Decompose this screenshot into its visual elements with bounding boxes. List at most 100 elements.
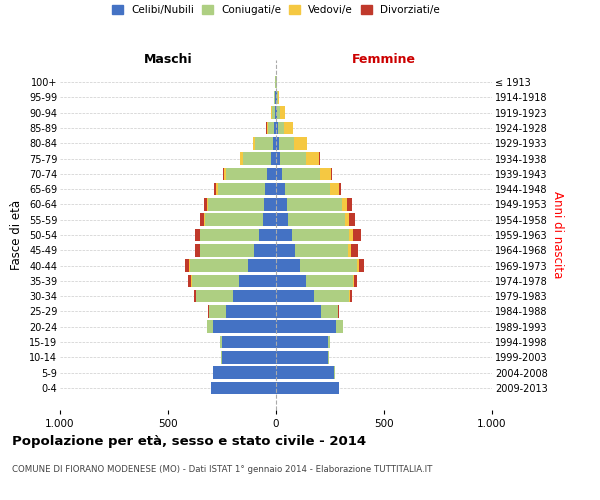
Bar <box>223 168 224 180</box>
Bar <box>328 336 330 348</box>
Bar <box>276 382 338 394</box>
Bar <box>349 228 353 241</box>
Bar <box>259 228 276 241</box>
Bar <box>306 274 353 287</box>
Bar <box>267 122 268 134</box>
Bar <box>276 152 280 165</box>
Bar <box>203 198 207 210</box>
Bar <box>276 351 328 364</box>
Y-axis label: Fasce di età: Fasce di età <box>10 200 23 270</box>
Bar <box>300 260 357 272</box>
Bar <box>278 122 284 134</box>
Bar <box>256 137 273 149</box>
Bar <box>214 183 216 196</box>
Bar <box>272 106 275 119</box>
Bar <box>276 214 288 226</box>
Bar <box>208 305 209 318</box>
Bar <box>283 168 320 180</box>
Bar <box>354 274 357 287</box>
Bar <box>248 260 276 272</box>
Bar <box>196 290 233 302</box>
Bar <box>337 320 343 333</box>
Bar <box>271 106 272 119</box>
Bar <box>277 106 280 119</box>
Text: Femmine: Femmine <box>352 53 416 66</box>
Text: COMUNE DI FIORANO MODENESE (MO) - Dati ISTAT 1° gennaio 2014 - Elaborazione TUTT: COMUNE DI FIORANO MODENESE (MO) - Dati I… <box>12 465 433 474</box>
Bar <box>347 198 352 210</box>
Bar <box>188 274 191 287</box>
Bar <box>254 244 276 256</box>
Bar <box>275 91 276 104</box>
Bar <box>314 290 349 302</box>
Bar <box>353 274 354 287</box>
Bar <box>350 244 358 256</box>
Bar <box>287 198 342 210</box>
Bar <box>353 228 361 241</box>
Bar <box>190 260 248 272</box>
Bar <box>241 152 242 165</box>
Bar <box>276 336 328 348</box>
Bar <box>276 168 283 180</box>
Bar <box>226 168 268 180</box>
Bar <box>306 152 319 165</box>
Bar <box>253 137 256 149</box>
Bar <box>276 228 292 241</box>
Bar <box>268 122 274 134</box>
Bar <box>275 106 276 119</box>
Bar <box>276 290 314 302</box>
Text: Maschi: Maschi <box>143 53 193 66</box>
Bar <box>331 168 332 180</box>
Bar <box>224 168 226 180</box>
Bar <box>350 290 352 302</box>
Bar <box>211 382 276 394</box>
Bar <box>276 122 278 134</box>
Bar <box>205 214 263 226</box>
Bar <box>194 228 200 241</box>
Bar <box>276 366 334 379</box>
Bar <box>276 137 278 149</box>
Bar <box>194 244 200 256</box>
Bar <box>200 228 259 241</box>
Bar <box>349 214 355 226</box>
Bar <box>276 106 277 119</box>
Bar <box>338 183 341 196</box>
Bar <box>278 137 294 149</box>
Bar <box>357 260 359 272</box>
Bar <box>208 198 264 210</box>
Bar <box>194 290 196 302</box>
Bar <box>276 274 306 287</box>
Bar <box>222 336 276 348</box>
Bar <box>288 214 345 226</box>
Bar <box>268 168 276 180</box>
Legend: Celibi/Nubili, Coniugati/e, Vedovi/e, Divorziati/e: Celibi/Nubili, Coniugati/e, Vedovi/e, Di… <box>112 5 440 15</box>
Bar <box>280 152 306 165</box>
Bar <box>322 305 338 318</box>
Bar <box>207 198 208 210</box>
Bar <box>277 91 278 104</box>
Bar <box>292 228 349 241</box>
Bar <box>294 137 307 149</box>
Bar <box>276 198 287 210</box>
Bar <box>349 290 350 302</box>
Bar <box>214 366 276 379</box>
Bar <box>295 244 349 256</box>
Bar <box>276 305 322 318</box>
Bar <box>349 244 350 256</box>
Bar <box>284 183 330 196</box>
Bar <box>209 305 226 318</box>
Y-axis label: Anni di nascita: Anni di nascita <box>551 192 564 278</box>
Bar <box>359 260 364 272</box>
Bar <box>204 214 205 226</box>
Bar <box>320 168 331 180</box>
Bar <box>216 183 218 196</box>
Bar <box>273 137 276 149</box>
Bar <box>226 305 276 318</box>
Bar <box>222 351 276 364</box>
Bar <box>242 152 271 165</box>
Bar <box>218 183 265 196</box>
Bar <box>264 198 276 210</box>
Bar <box>328 351 329 364</box>
Bar <box>330 183 338 196</box>
Bar <box>274 91 275 104</box>
Bar <box>276 260 300 272</box>
